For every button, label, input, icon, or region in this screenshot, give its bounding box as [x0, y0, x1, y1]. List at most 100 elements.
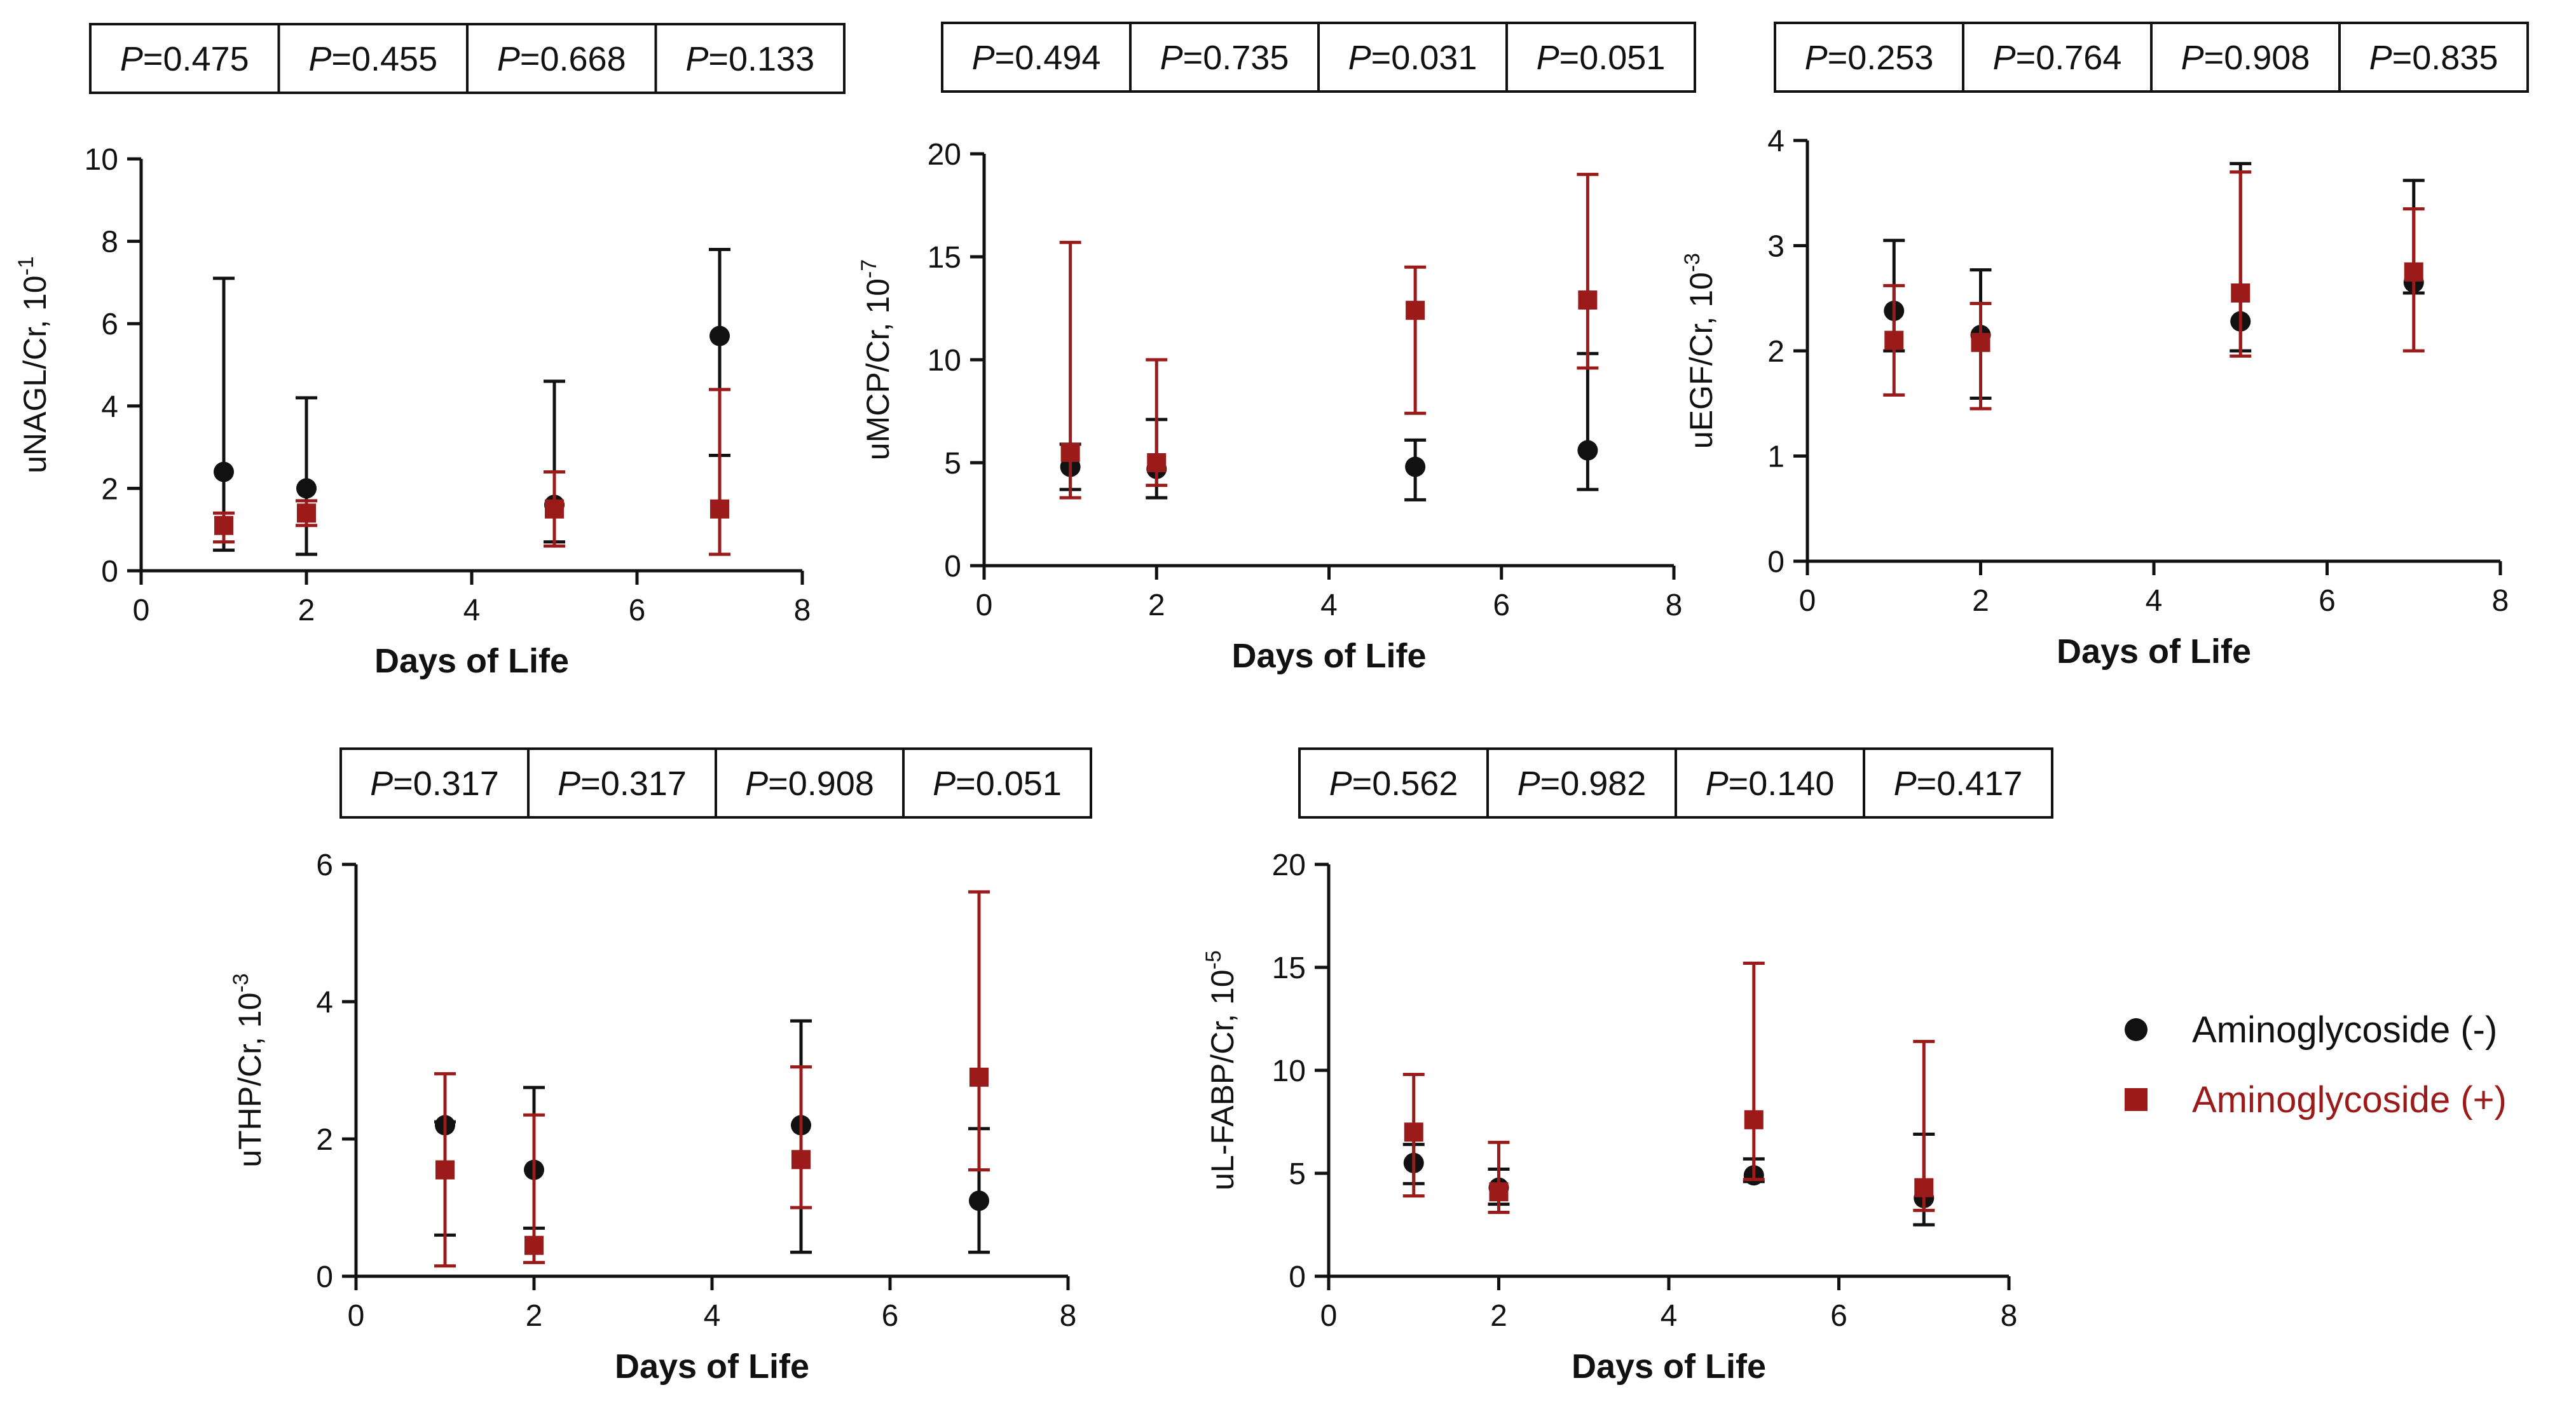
point-aminoglycoside-positive: [969, 1067, 989, 1087]
p-equals: =: [331, 40, 352, 78]
x-tick-label: 4: [2146, 584, 2163, 618]
p-label: P: [685, 40, 708, 78]
x-tick-label: 8: [2001, 1299, 2018, 1333]
y-axis-label-text: uEGF/Cr, 10: [1683, 272, 1719, 449]
p-value-cell: P=0.417: [1894, 765, 2023, 803]
x-tick-label: 6: [629, 594, 646, 627]
y-tick-label: 2: [101, 472, 118, 506]
point-aminoglycoside-positive: [1914, 1178, 1934, 1197]
p-value-cell: P=0.908: [745, 765, 874, 803]
x-axis-label: Days of Life: [615, 1347, 809, 1386]
legend-marker-square: [2125, 1088, 2148, 1111]
p-value: 0.051: [976, 765, 1062, 803]
point-aminoglycoside-negative: [1405, 456, 1426, 477]
point-aminoglycoside-positive: [1578, 290, 1598, 310]
point-aminoglycoside-negative: [296, 478, 317, 499]
p-value: 0.908: [788, 765, 874, 803]
point-aminoglycoside-negative: [709, 325, 730, 346]
x-tick-label: 6: [882, 1299, 899, 1333]
p-value: 0.982: [1560, 765, 1646, 803]
point-aminoglycoside-positive: [1060, 442, 1080, 462]
p-value: 0.455: [352, 40, 437, 78]
p-equals: =: [2392, 39, 2413, 77]
y-tick-label: 4: [316, 986, 333, 1019]
y-tick-label: 4: [101, 390, 118, 424]
p-equals: =: [143, 40, 163, 78]
y-axis-label-text: uL-FABP/Cr, 10: [1205, 969, 1240, 1190]
p-value: 0.475: [163, 40, 249, 78]
x-tick-label: 6: [2319, 584, 2336, 618]
y-axis-label-text: uNAGL/Cr, 10: [17, 275, 53, 473]
x-tick-label: 0: [1320, 1299, 1338, 1333]
point-aminoglycoside-positive: [1971, 332, 1990, 352]
x-tick-label: 2: [1148, 589, 1165, 622]
x-tick-label: 0: [1799, 584, 1816, 618]
legend-marker-circle: [2125, 1018, 2148, 1041]
y-tick-label: 0: [316, 1260, 333, 1294]
x-tick-label: 0: [348, 1299, 365, 1333]
p-label: P: [1160, 39, 1183, 77]
y-axis-label: uMCP/Cr, 10-7: [857, 259, 896, 460]
y-tick-label: 5: [944, 447, 961, 481]
p-equals: =: [1559, 39, 1580, 77]
y-axis-label: uL-FABP/Cr, 10-5: [1202, 950, 1240, 1190]
y-tick-label: 10: [1272, 1054, 1306, 1088]
point-aminoglycoside-positive: [2404, 262, 2423, 282]
p-equals: =: [1352, 765, 1373, 803]
p-label: P: [308, 40, 331, 78]
p-label: P: [2181, 39, 2204, 77]
p-equals: =: [1828, 39, 1848, 77]
y-tick-label: 15: [1272, 951, 1306, 985]
p-label: P: [1348, 39, 1371, 77]
p-equals: =: [1371, 39, 1392, 77]
y-axis-label-exponent: -3: [1680, 253, 1704, 272]
p-label: P: [1805, 39, 1828, 77]
p-equals: =: [1183, 39, 1203, 77]
p-label: P: [558, 765, 580, 803]
p-value-cell: P=0.835: [2369, 39, 2498, 77]
p-equals: =: [393, 765, 413, 803]
p-label: P: [1993, 39, 2016, 77]
p-value-cell: P=0.908: [2181, 39, 2310, 77]
point-aminoglycoside-negative: [214, 461, 234, 482]
p-equals: =: [956, 765, 976, 803]
p-equals: =: [708, 40, 729, 78]
p-label: P: [370, 765, 393, 803]
x-tick-label: 2: [1490, 1299, 1507, 1333]
y-tick-label: 8: [101, 226, 118, 259]
p-value: 0.317: [413, 765, 499, 803]
x-axis-label: Days of Life: [2057, 632, 2251, 671]
y-tick-label: 0: [944, 550, 961, 583]
p-value-cell: P=0.051: [933, 765, 1062, 803]
point-aminoglycoside-negative: [969, 1190, 989, 1211]
x-tick-label: 8: [1060, 1299, 1077, 1333]
y-tick-label: 6: [101, 308, 118, 341]
y-tick-label: 2: [1767, 335, 1785, 369]
p-value: 0.764: [2036, 39, 2121, 77]
p-equals: =: [768, 765, 788, 803]
p-equals: =: [1540, 765, 1561, 803]
p-value-cell: P=0.031: [1348, 39, 1477, 77]
p-value-cell: P=0.982: [1518, 765, 1647, 803]
legend: Aminoglycoside (-) Aminoglycoside (+): [2125, 1009, 2507, 1121]
p-label: P: [972, 39, 995, 77]
y-tick-label: 5: [1289, 1157, 1306, 1191]
p-value: 0.140: [1748, 765, 1834, 803]
y-axis-label: uNAGL/Cr, 10-1: [14, 256, 53, 474]
p-value-cell: P=0.140: [1706, 765, 1835, 803]
p-value-cell: P=0.133: [685, 40, 814, 78]
y-tick-label: 10: [85, 143, 118, 177]
x-tick-label: 4: [1320, 589, 1338, 622]
x-tick-label: 0: [976, 589, 993, 622]
legend-label: Aminoglycoside (-): [2192, 1009, 2497, 1051]
p-label: P: [497, 40, 520, 78]
p-equals: =: [2204, 39, 2224, 77]
y-tick-label: 0: [1289, 1260, 1306, 1294]
p-label: P: [745, 765, 768, 803]
x-tick-label: 0: [133, 594, 150, 627]
y-tick-label: 4: [1767, 125, 1785, 158]
legend-label: Aminoglycoside (+): [2192, 1079, 2507, 1121]
x-tick-label: 8: [1666, 589, 1683, 622]
